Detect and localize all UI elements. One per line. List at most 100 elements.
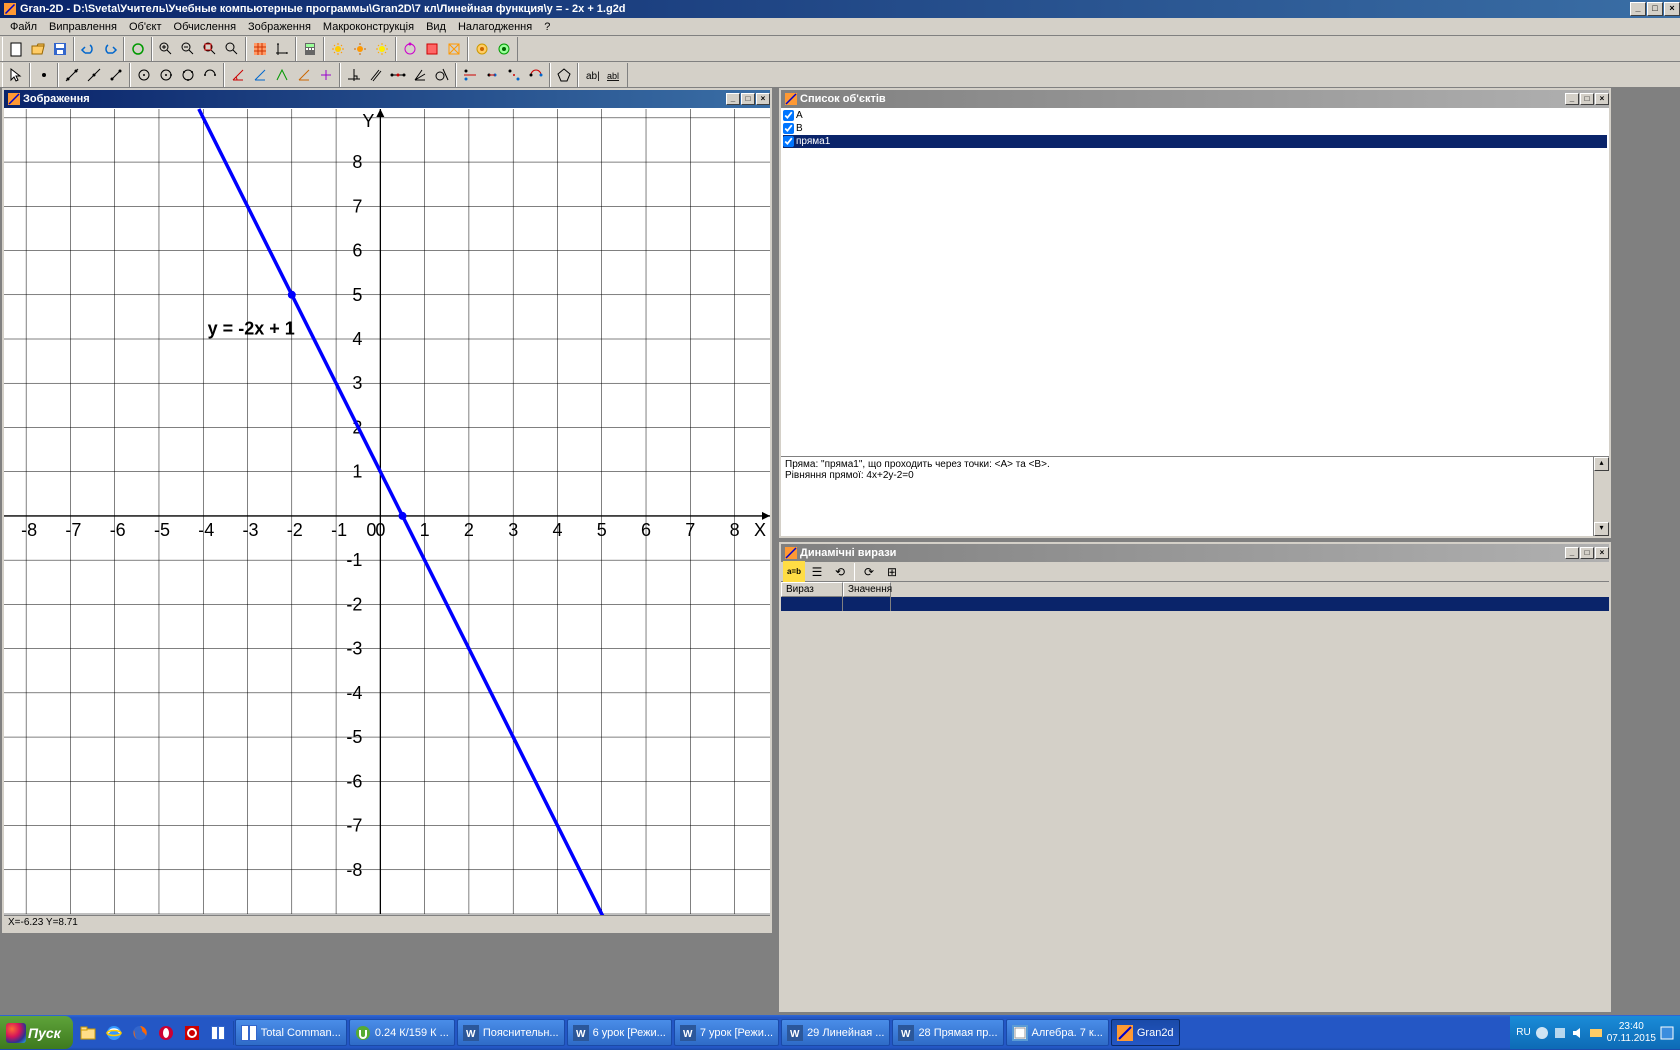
menu-item-2[interactable]: Об'єкт [123, 20, 168, 34]
minimize-button[interactable]: _ [1630, 2, 1646, 16]
object-checkbox-1[interactable] [783, 123, 794, 134]
quicklaunch-ie[interactable] [102, 1021, 126, 1045]
dynexpr-cell-value[interactable] [843, 597, 891, 611]
show-desktop-icon[interactable] [1660, 1026, 1674, 1040]
macro2-button[interactable] [493, 38, 515, 60]
new-button[interactable] [5, 38, 27, 60]
menu-item-6[interactable]: Вид [420, 20, 452, 34]
zoom-out-button[interactable] [177, 38, 199, 60]
tray-icon-1[interactable] [1535, 1026, 1549, 1040]
menu-item-0[interactable]: Файл [4, 20, 43, 34]
line3-button[interactable] [105, 64, 127, 86]
undo-button[interactable] [77, 38, 99, 60]
dynexpr-window-titlebar[interactable]: Динамічні вирази _ □ × [781, 544, 1609, 562]
sun3-button[interactable] [371, 38, 393, 60]
dynexpr-btn1[interactable]: a=b [783, 561, 805, 583]
dynexpr-col-0[interactable]: Вираз [781, 582, 843, 597]
angle3-button[interactable] [271, 64, 293, 86]
graph-close-button[interactable]: × [756, 93, 770, 105]
quicklaunch-totalcmd[interactable] [206, 1021, 230, 1045]
transform2-button[interactable] [481, 64, 503, 86]
menu-item-5[interactable]: Макроконструкція [317, 20, 420, 34]
redo-button[interactable] [99, 38, 121, 60]
objects-list[interactable]: ABпряма1 [781, 108, 1609, 149]
refresh-button[interactable] [127, 38, 149, 60]
circle1-button[interactable] [133, 64, 155, 86]
object-checkbox-0[interactable] [783, 110, 794, 121]
dynexpr-minimize-button[interactable]: _ [1565, 547, 1579, 559]
parallel-button[interactable] [365, 64, 387, 86]
axes-button[interactable] [271, 38, 293, 60]
maximize-button[interactable]: □ [1647, 2, 1663, 16]
grid-button[interactable] [249, 38, 271, 60]
circle3-button[interactable] [177, 64, 199, 86]
angle2-button[interactable] [249, 64, 271, 86]
anim1-button[interactable] [399, 38, 421, 60]
dynexpr-table[interactable]: ВиразЗначення [781, 582, 1609, 611]
angle5-button[interactable] [315, 64, 337, 86]
zoom-fit-button[interactable] [199, 38, 221, 60]
graph-canvas[interactable]: -8-7-6-5-4-3-2-1012345678-8-7-6-5-4-3-2-… [4, 108, 770, 915]
macro1-button[interactable] [471, 38, 493, 60]
menu-item-3[interactable]: Обчислення [168, 20, 243, 34]
open-button[interactable] [27, 38, 49, 60]
dynexpr-cell-expr[interactable] [781, 597, 843, 611]
info-scrollbar[interactable]: ▴ ▾ [1593, 457, 1609, 536]
menu-item-7[interactable]: Налагодження [452, 20, 538, 34]
sun1-button[interactable] [327, 38, 349, 60]
circle4-button[interactable] [199, 64, 221, 86]
graph-maximize-button[interactable]: □ [741, 93, 755, 105]
taskbar-item-7[interactable]: Алгебра. 7 к... [1006, 1019, 1109, 1046]
anim3-button[interactable] [443, 38, 465, 60]
line1-button[interactable] [61, 64, 83, 86]
dynexpr-btn4[interactable]: ⟳ [858, 561, 880, 583]
bisect-button[interactable] [409, 64, 431, 86]
dynexpr-btn2[interactable]: ☰ [806, 561, 828, 583]
dynexpr-maximize-button[interactable]: □ [1580, 547, 1594, 559]
objects-close-button[interactable]: × [1595, 93, 1609, 105]
zoom-in-button[interactable] [155, 38, 177, 60]
close-button[interactable]: × [1664, 2, 1680, 16]
language-indicator[interactable]: RU [1516, 1027, 1530, 1038]
tray-volume-icon[interactable] [1571, 1026, 1585, 1040]
transform1-button[interactable] [459, 64, 481, 86]
taskbar-item-2[interactable]: WПояснительн... [457, 1019, 565, 1046]
sun2-button[interactable] [349, 38, 371, 60]
graph-minimize-button[interactable]: _ [726, 93, 740, 105]
start-button[interactable]: Пуск [0, 1016, 73, 1049]
pointer-button[interactable] [5, 64, 27, 86]
point-button[interactable] [33, 64, 55, 86]
objects-window-titlebar[interactable]: Список об'єктів _ □ × [781, 90, 1609, 108]
transform4-button[interactable] [525, 64, 547, 86]
objects-minimize-button[interactable]: _ [1565, 93, 1579, 105]
object-item-1[interactable]: B [783, 122, 1607, 135]
label-abl-button[interactable]: abl [603, 64, 625, 86]
perp-button[interactable] [343, 64, 365, 86]
line2-button[interactable] [83, 64, 105, 86]
angle1-button[interactable] [227, 64, 249, 86]
tray-icon-4[interactable] [1589, 1026, 1603, 1040]
calculator-button[interactable] [299, 38, 321, 60]
taskbar-item-0[interactable]: Total Comman... [235, 1019, 347, 1046]
tray-icon-2[interactable] [1553, 1026, 1567, 1040]
menu-item-1[interactable]: Виправлення [43, 20, 123, 34]
dynexpr-col-1[interactable]: Значення [843, 582, 891, 597]
zoom-select-button[interactable] [221, 38, 243, 60]
object-item-0[interactable]: A [783, 109, 1607, 122]
angle4-button[interactable] [293, 64, 315, 86]
circle2-button[interactable] [155, 64, 177, 86]
quicklaunch-abbyy[interactable] [180, 1021, 204, 1045]
objects-maximize-button[interactable]: □ [1580, 93, 1594, 105]
anim2-button[interactable] [421, 38, 443, 60]
taskbar-item-8[interactable]: Gran2d [1111, 1019, 1180, 1046]
tan-button[interactable] [431, 64, 453, 86]
menu-item-4[interactable]: Зображення [242, 20, 317, 34]
quicklaunch-opera[interactable] [154, 1021, 178, 1045]
label-ab-button[interactable]: ab| [581, 64, 603, 86]
save-button[interactable] [49, 38, 71, 60]
poly-button[interactable] [553, 64, 575, 86]
object-item-2[interactable]: пряма1 [783, 135, 1607, 148]
quicklaunch-explorer[interactable] [76, 1021, 100, 1045]
graph-window-titlebar[interactable]: Зображення _ □ × [4, 90, 770, 108]
taskbar-item-4[interactable]: W7 урок [Режи... [674, 1019, 779, 1046]
